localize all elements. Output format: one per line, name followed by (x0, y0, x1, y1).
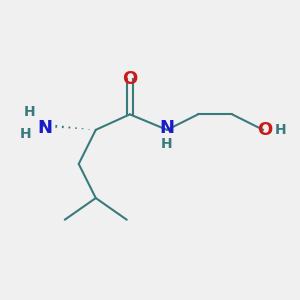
Text: N: N (37, 119, 52, 137)
Text: O: O (122, 70, 137, 88)
Text: N: N (160, 119, 175, 137)
Text: H: H (20, 127, 32, 141)
Text: O: O (257, 121, 272, 139)
Text: H: H (161, 137, 173, 151)
Text: H: H (24, 105, 36, 119)
Text: H: H (274, 123, 286, 137)
